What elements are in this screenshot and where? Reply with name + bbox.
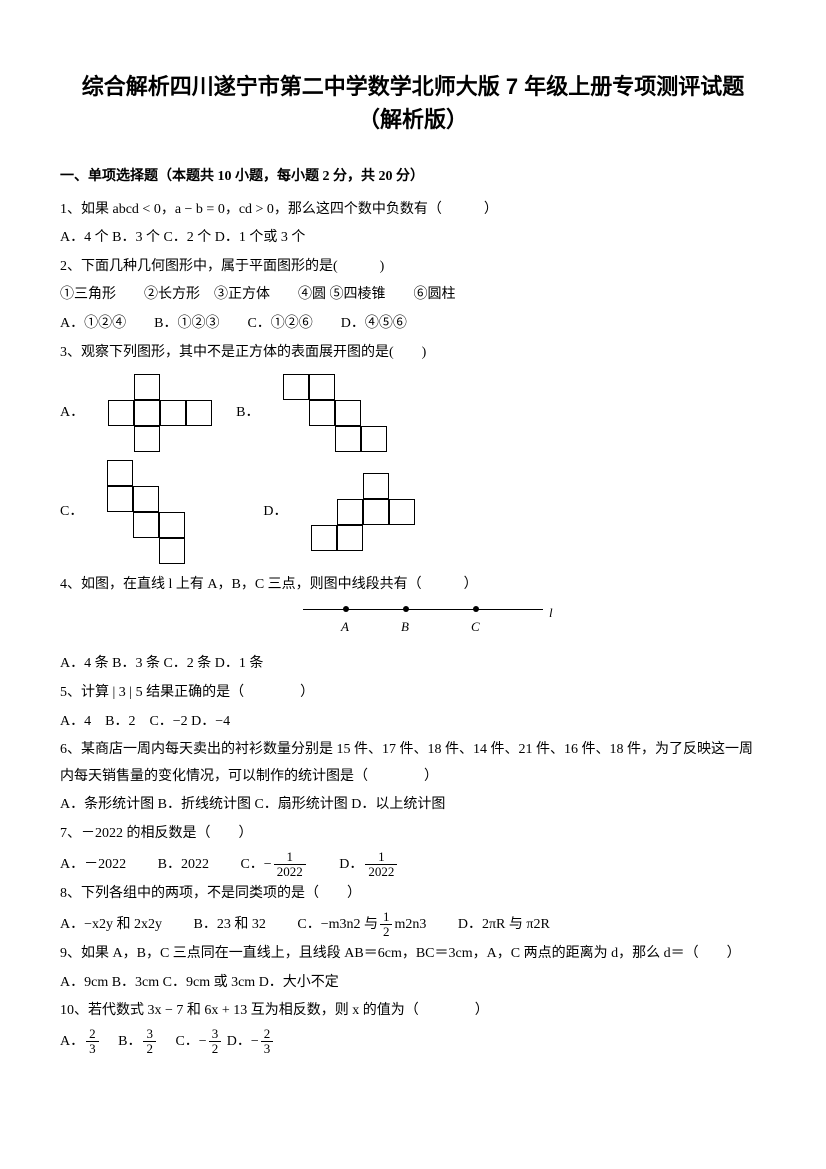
q5: 5、计算 | 3 | 5 结果正确的是（ ） xyxy=(60,680,766,707)
q8-opt-c: C．−m3n2 与12m2n3 xyxy=(297,917,426,932)
q10-opt-b: B．32 xyxy=(118,1034,158,1049)
q2: 2、下面几种几何图形中，属于平面图形的是( ) xyxy=(60,254,766,281)
q6-options: A．条形统计图 B．折线统计图 C．扇形统计图 D．以上统计图 xyxy=(60,792,766,819)
q9: 9、如果 A，B，C 三点同在一直线上，且线段 AB＝6cm，BC＝3cm，A，… xyxy=(60,941,766,968)
q3-label-c: C． xyxy=(60,499,83,526)
q3-row-cd: C． D． xyxy=(60,460,766,564)
q6: 6、某商店一周内每天卖出的衬衫数量分别是 15 件、17 件、18 件、14 件… xyxy=(60,737,766,790)
q3-net-b xyxy=(283,374,387,452)
q5-options: A．4 B．2 C．−2 D．−4 xyxy=(60,709,766,736)
q8-opt-a: A．−x2y 和 2x2y xyxy=(60,917,162,932)
q1-options: A．4 个 B．3 个 C．2 个 D．1 个或 3 个 xyxy=(60,225,766,252)
q3-net-c xyxy=(107,460,185,564)
q7-opt-d: D．12022 xyxy=(339,857,399,872)
q10-opt-a: A．23 xyxy=(60,1034,101,1049)
q7-options: A．－2022 B．2022 C．−12022 D．12022 xyxy=(60,850,766,880)
q3-net-d xyxy=(311,473,415,551)
section-heading: 一、单项选择题（本题共 10 小题，每小题 2 分，共 20 分） xyxy=(60,164,766,191)
q10-opt-d: D．−23 xyxy=(227,1034,276,1049)
q8: 8、下列各组中的两项，不是同类项的是（ ） xyxy=(60,881,766,908)
q7-opt-a: A．－2022 xyxy=(60,857,126,872)
q4-figure: A B C l xyxy=(60,601,766,652)
q2-options: A．①②④ B．①②③ C．①②⑥ D．④⑤⑥ xyxy=(60,311,766,338)
q10-options: A．23 B．32 C．−32 D．−23 xyxy=(60,1027,766,1057)
q3-label-b: B． xyxy=(236,400,259,427)
q7: 7、－2022 的相反数是（ ） xyxy=(60,821,766,848)
q3: 3、观察下列图形，其中不是正方体的表面展开图的是( ) xyxy=(60,340,766,367)
q4: 4、如图，在直线 l 上有 A，B，C 三点，则图中线段共有（ ） xyxy=(60,572,766,599)
q8-opt-b: B．23 和 32 xyxy=(194,917,266,932)
q3-label-a: A． xyxy=(60,400,84,427)
q4-options: A．4 条 B．3 条 C．2 条 D．1 条 xyxy=(60,651,766,678)
q3-net-a xyxy=(108,374,212,452)
q2-list: ①三角形 ②长方形 ③正方体 ④圆 ⑤四棱锥 ⑥圆柱 xyxy=(60,282,766,309)
page-title: 综合解析四川遂宁市第二中学数学北师大版 7 年级上册专项测评试题（解析版） xyxy=(60,70,766,136)
q8-opt-d: D．2πR 与 π2R xyxy=(458,917,550,932)
q8-options: A．−x2y 和 2x2y B．23 和 32 C．−m3n2 与12m2n3 … xyxy=(60,910,766,940)
q9-options: A．9cm B．3cm C．9cm 或 3cm D．大小不定 xyxy=(60,970,766,997)
q3-label-d: D． xyxy=(263,499,287,526)
q7-opt-b: B．2022 xyxy=(158,857,209,872)
q3-row-ab: A． B． xyxy=(60,374,766,452)
q1: 1、如果 abcd < 0，a − b = 0，cd > 0，那么这四个数中负数… xyxy=(60,197,766,224)
q7-opt-c: C．−12022 xyxy=(240,857,307,872)
q10: 10、若代数式 3x − 7 和 6x + 13 互为相反数，则 x 的值为（ … xyxy=(60,998,766,1025)
q10-opt-c: C．−32 xyxy=(175,1034,223,1049)
